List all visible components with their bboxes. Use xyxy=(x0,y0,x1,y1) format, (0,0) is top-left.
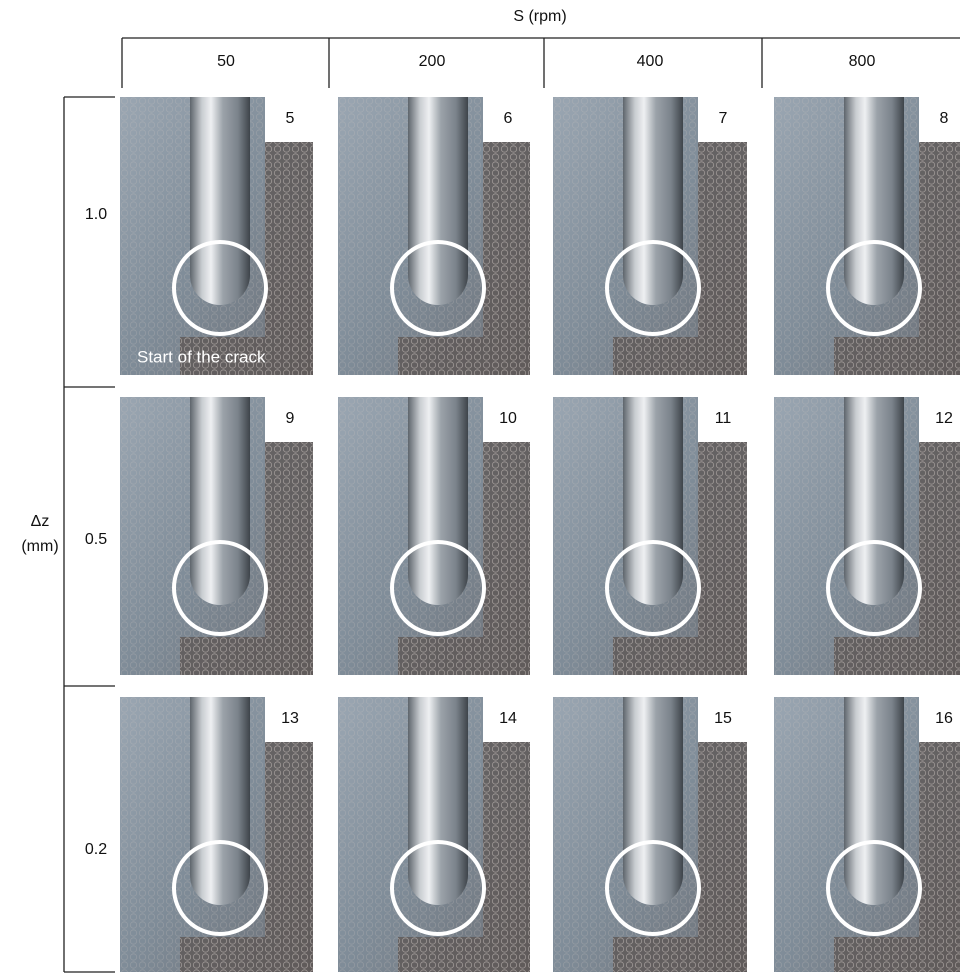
specimen-photo: 16 xyxy=(774,697,960,972)
specimen-photo: 13 xyxy=(120,697,313,972)
specimen-number: 5 xyxy=(286,110,295,127)
specimen-photo: 15 xyxy=(553,697,747,972)
column-label: 800 xyxy=(849,53,876,70)
specimen-number: 13 xyxy=(281,710,299,727)
row-axis-unit: (mm) xyxy=(21,538,58,555)
row-axis-label: Δz xyxy=(31,513,50,530)
specimen-photo: 9 xyxy=(120,397,313,675)
page: {"header": {"title": "S (rpm)"}, "column… xyxy=(0,0,960,977)
column-label: 200 xyxy=(419,53,446,70)
column-label: 50 xyxy=(217,53,235,70)
row-label: 0.2 xyxy=(85,841,107,858)
weld-bead xyxy=(844,97,904,305)
specimen-number: 8 xyxy=(940,110,949,127)
specimen-photo: 5 Start of the crack xyxy=(120,97,313,375)
specimen-photo: 11 xyxy=(553,397,747,675)
weld-bead xyxy=(844,697,904,905)
specimen-number: 9 xyxy=(286,410,295,427)
weld-bead xyxy=(190,97,250,305)
weld-bead xyxy=(408,697,468,905)
weld-bead xyxy=(623,697,683,905)
specimen-photo: 7 xyxy=(553,97,747,375)
weld-bead xyxy=(623,397,683,605)
figure: S (rpm) Δz (mm) 50 200 400 800 1.0 5 Start of … xyxy=(0,0,960,977)
specimen-photo: 12 xyxy=(774,397,960,675)
header-title: S (rpm) xyxy=(513,8,566,25)
specimen-number: 6 xyxy=(504,110,513,127)
specimen-number: 12 xyxy=(935,410,953,427)
column-label: 400 xyxy=(637,53,664,70)
specimen-photo: 8 xyxy=(774,97,960,375)
annotation: Start of the crack xyxy=(137,347,266,366)
specimen-number: 14 xyxy=(499,710,517,727)
row-label: 1.0 xyxy=(85,206,107,223)
specimen-photo: 6 xyxy=(338,97,530,375)
specimen-number: 15 xyxy=(714,710,732,727)
specimen-number: 7 xyxy=(719,110,728,127)
weld-bead xyxy=(408,397,468,605)
weld-bead xyxy=(190,697,250,905)
weld-bead xyxy=(623,97,683,305)
specimen-number: 10 xyxy=(499,410,517,427)
weld-bead xyxy=(408,97,468,305)
weld-bead xyxy=(190,397,250,605)
weld-bead xyxy=(844,397,904,605)
specimen-photo: 14 xyxy=(338,697,530,972)
specimen-number: 16 xyxy=(935,710,953,727)
specimen-number: 11 xyxy=(715,410,732,427)
row-label: 0.5 xyxy=(85,531,107,548)
specimen-photo: 10 xyxy=(338,397,530,675)
